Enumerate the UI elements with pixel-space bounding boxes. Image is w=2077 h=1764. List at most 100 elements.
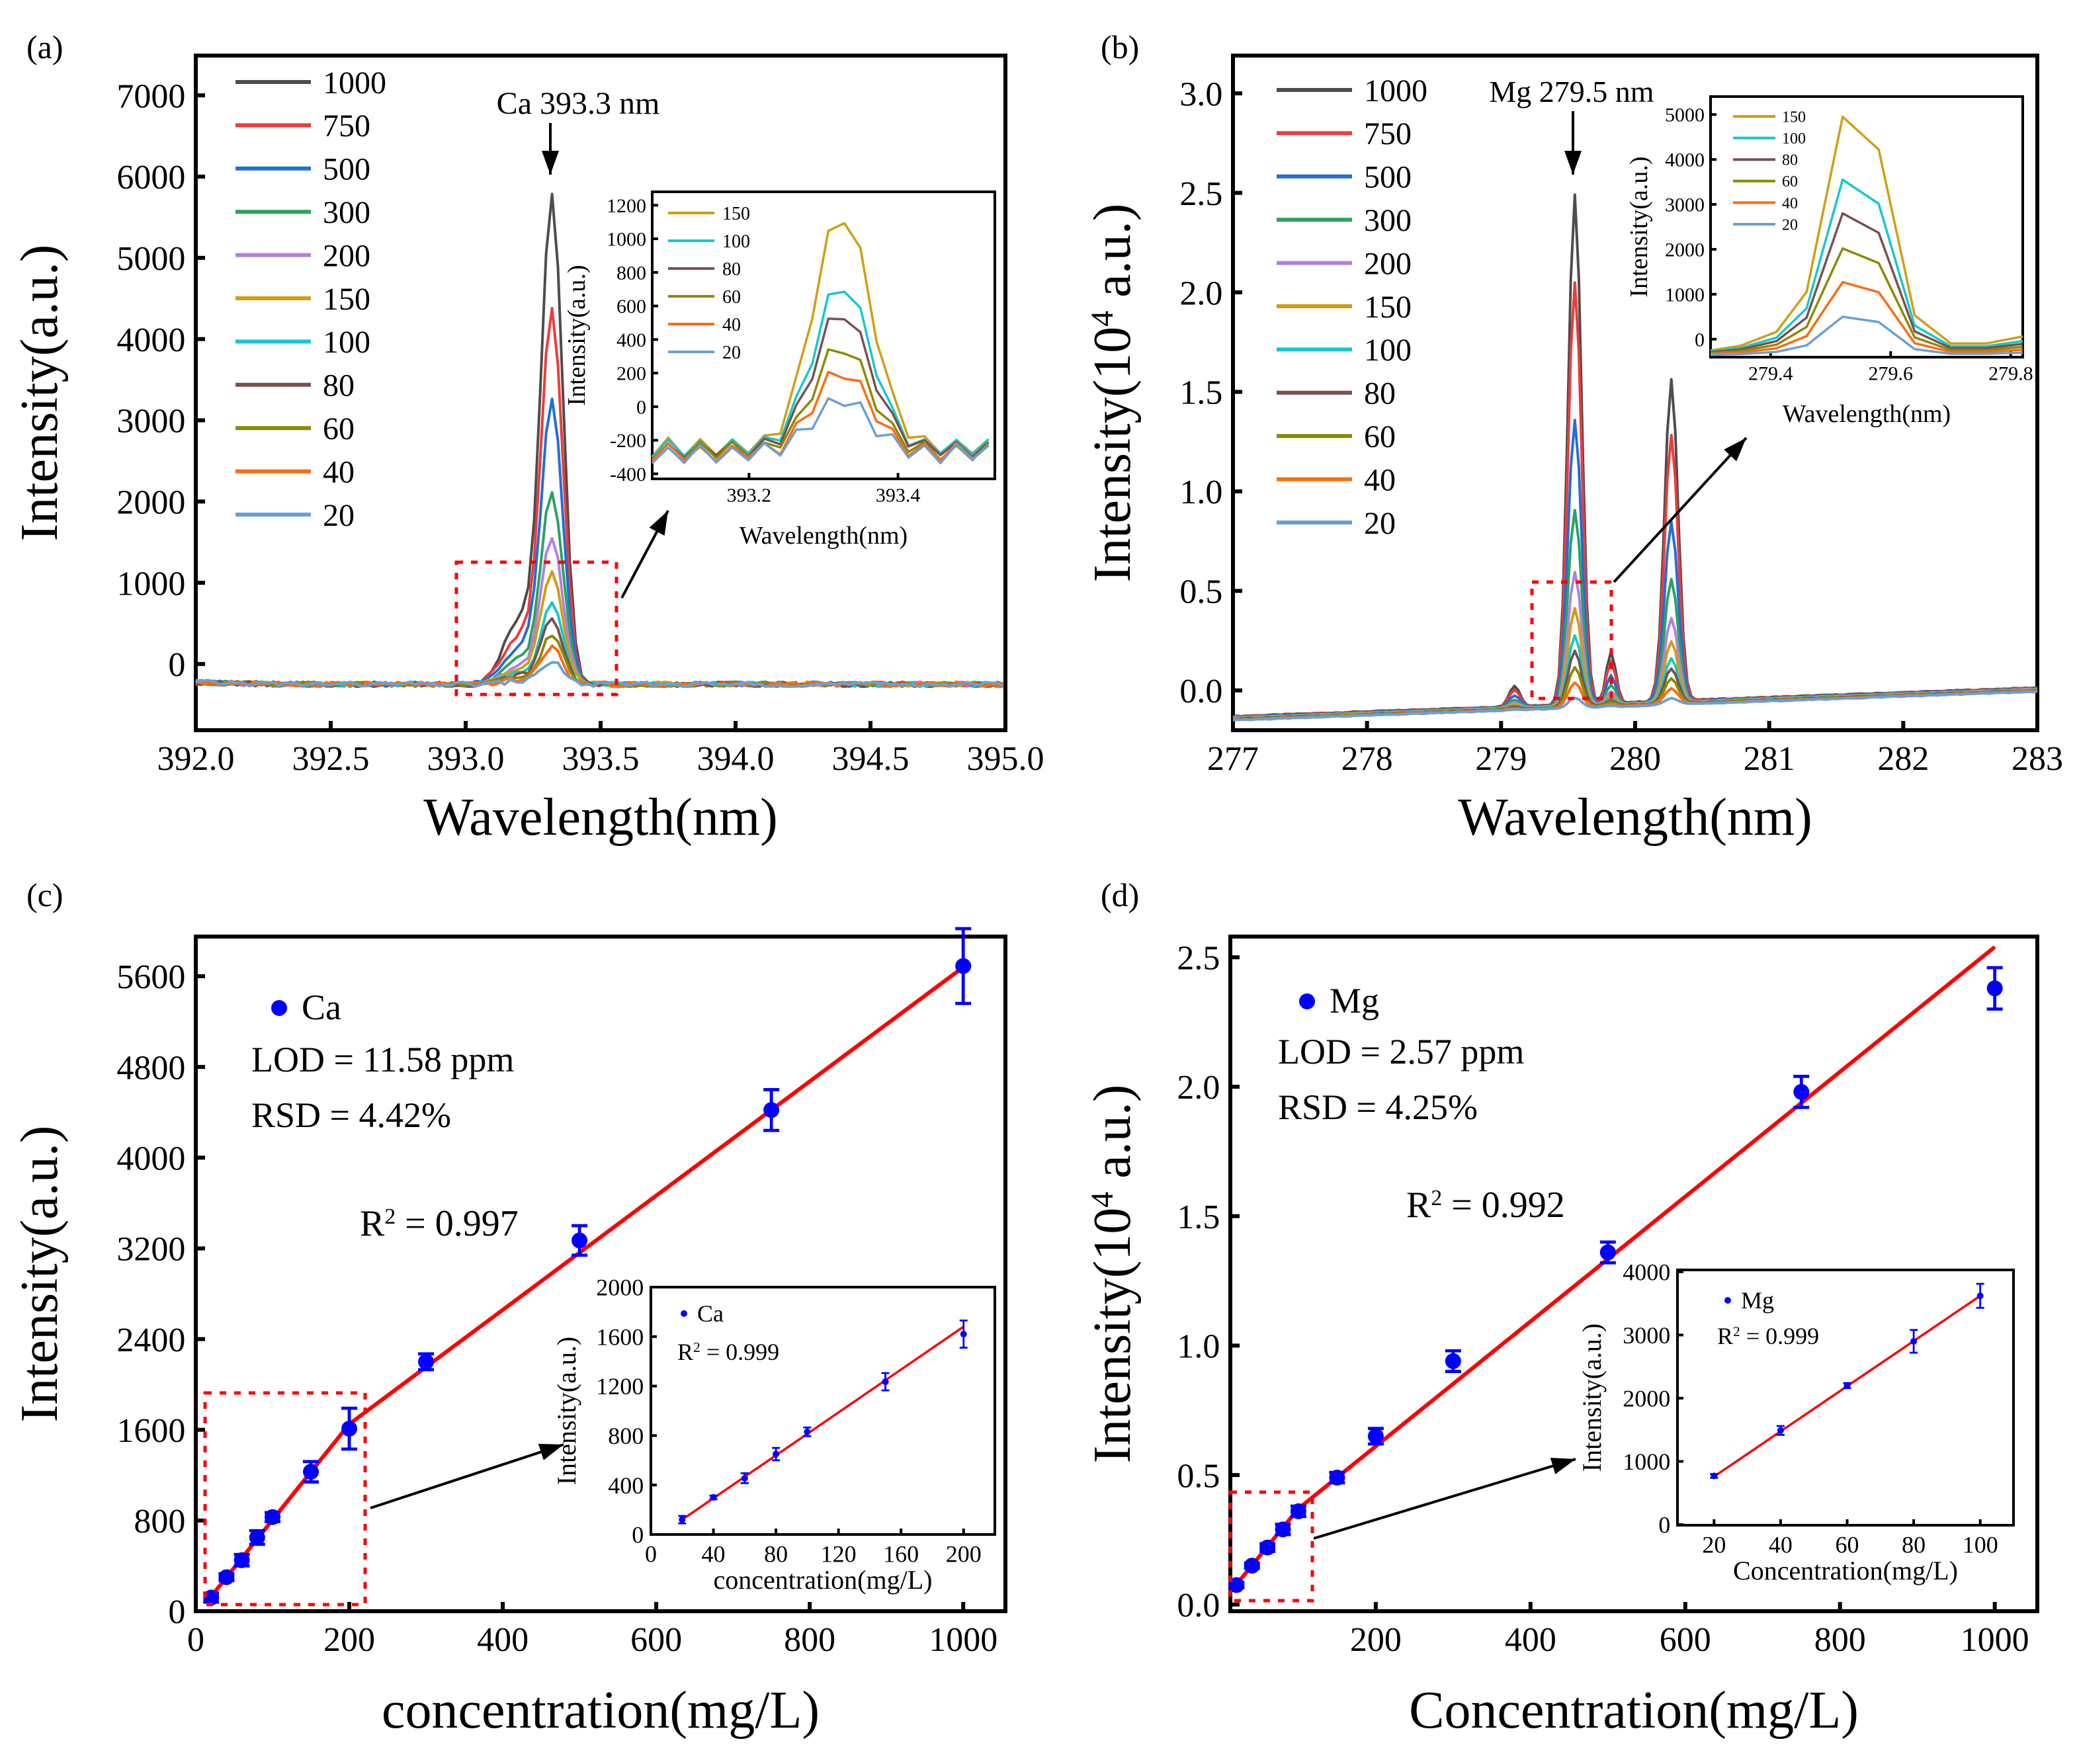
inset-y-tick-label: 1200 xyxy=(607,195,646,217)
spectrum-line-20 xyxy=(1232,690,2038,722)
inset-legend-label: Ca xyxy=(697,1300,724,1327)
data-point xyxy=(1228,1577,1245,1593)
data-point xyxy=(1445,1353,1461,1369)
x-axis-label: Wavelength(nm) xyxy=(423,788,778,847)
y-axis-label-part: 4 xyxy=(1085,311,1120,327)
y-axis-label-part: 4 xyxy=(1085,1192,1120,1208)
inset-spectrum-line-40 xyxy=(1710,280,2023,355)
inset-r-squared-text-part: 2 xyxy=(1733,1323,1740,1339)
data-point xyxy=(303,1464,319,1480)
inset-x-tick-label: 20 xyxy=(1702,1531,1726,1558)
y-tick-label: 0.0 xyxy=(1179,673,1222,710)
inset-y-axis-label: Intensity(a.u.) xyxy=(1625,156,1653,297)
inset-data-point xyxy=(773,1450,780,1458)
legend-label: 1000 xyxy=(1364,73,1427,108)
inset-y-tick-label: 0 xyxy=(1658,1512,1670,1538)
inset-r-squared-text: R2 = 0.999 xyxy=(677,1339,779,1365)
spectrum-line-200 xyxy=(195,536,1003,689)
inset-data-point xyxy=(1976,1292,1984,1300)
y-tick-label: 0.5 xyxy=(1177,1457,1220,1495)
inset-x-axis-label: Wavelength(nm) xyxy=(1783,400,1951,428)
y-tick-label: 800 xyxy=(134,1503,185,1540)
y-tick-label: 1.5 xyxy=(1179,374,1222,412)
inset-spectrum-line-150 xyxy=(1710,115,2023,352)
spectrum-line-80 xyxy=(195,617,1004,689)
data-point xyxy=(572,1232,588,1249)
r-squared-text: R2 = 0.997 xyxy=(360,1203,519,1244)
inset-y-axis-label: Intensity(a.u.) xyxy=(563,265,591,405)
inset-y-tick-label: 0 xyxy=(632,1522,644,1548)
zoom-arrow-head xyxy=(1550,1457,1576,1474)
data-point xyxy=(763,1102,780,1118)
y-tick-label: 2400 xyxy=(116,1322,185,1359)
inset-y-tick-label: 1000 xyxy=(1623,1449,1670,1475)
inset-x-axis-label: concentration(mg/L) xyxy=(714,1565,933,1595)
legend-label: 100 xyxy=(323,325,370,360)
y-axis-label: Intensity(104 a.u.) xyxy=(1083,204,1142,583)
panel-label: (d) xyxy=(1101,876,1139,913)
x-tick-label: 278 xyxy=(1341,740,1393,778)
inset-x-tick-label: 279.4 xyxy=(1748,363,1793,385)
zoom-region-box xyxy=(1228,1490,1314,1603)
legend-label: 200 xyxy=(323,238,370,273)
y-tick-label: 4000 xyxy=(116,1140,185,1177)
inset-spectrum-line-60 xyxy=(651,348,990,462)
inset-x-tick-label: 0 xyxy=(645,1540,657,1567)
legend-label: 80 xyxy=(1364,376,1396,411)
data-point xyxy=(341,1421,358,1437)
inset-r-squared-text-part: 2 xyxy=(693,1339,700,1355)
inset-y-tick-label: -400 xyxy=(610,464,646,485)
lod-text: LOD = 11.58 ppm xyxy=(251,1040,514,1079)
r-squared-text-part: = 0.997 xyxy=(396,1203,519,1244)
y-tick-label: 0 xyxy=(168,646,185,684)
x-tick-label: 600 xyxy=(630,1621,682,1659)
peak-annotation: Mg 279.5 nm xyxy=(1489,75,1654,108)
legend-label: 300 xyxy=(323,195,370,230)
legend-label: 20 xyxy=(1364,506,1396,541)
panel-a-ca-spectra: (a) 392.0 392.5 393.0 393.5 394.0 394.5 395.0 0 1… xyxy=(11,28,1044,847)
inset-spectrum-line-80 xyxy=(651,317,990,460)
x-tick-label: 400 xyxy=(1505,1621,1556,1659)
inset-legend-label: 80 xyxy=(722,259,741,280)
spectrum-line-500 xyxy=(1232,419,2038,719)
x-tick-label: 400 xyxy=(477,1621,529,1659)
inset-legend-label: 20 xyxy=(722,343,741,363)
spectrum-line-40 xyxy=(195,644,1004,689)
y-tick-label: 3000 xyxy=(116,403,185,441)
inset-x-tick-label: 279.8 xyxy=(1988,363,2033,385)
x-tick-label: 200 xyxy=(323,1621,375,1659)
x-tick-label: 395.0 xyxy=(967,740,1044,778)
inset-y-tick-label: 3000 xyxy=(1665,194,1705,216)
zoom-arrow-shaft xyxy=(1313,1458,1576,1540)
zoom-arrow-head xyxy=(1724,438,1746,462)
inset-y-tick-label: 400 xyxy=(608,1472,644,1499)
inset-data-point xyxy=(1777,1427,1784,1434)
inset-y-tick-label: 0 xyxy=(1695,329,1705,351)
y-tick-label: 0.5 xyxy=(1179,573,1222,611)
inset-legend-marker xyxy=(681,1310,687,1317)
y-tick-label: 4800 xyxy=(116,1049,185,1087)
inset-spectrum-line-100 xyxy=(1710,178,2023,353)
spectrum-line-100 xyxy=(195,601,1003,689)
spectrum-line-60 xyxy=(195,634,1003,689)
y-tick-label: 0 xyxy=(168,1593,185,1631)
inset-y-tick-label: 1000 xyxy=(607,229,646,251)
x-tick-label: 394.0 xyxy=(697,740,775,778)
inset-x-tick-label: 279.6 xyxy=(1869,363,1914,385)
inset-data-point xyxy=(679,1516,686,1523)
panel-label: (b) xyxy=(1101,28,1139,65)
inset-legend-label: 40 xyxy=(722,315,741,335)
inset-y-tick-label: 1200 xyxy=(596,1373,644,1400)
inset-x-axis-label: Wavelength(nm) xyxy=(740,522,908,550)
inset-data-point xyxy=(804,1428,811,1435)
legend-label: 80 xyxy=(323,368,355,403)
y-tick-label: 1.0 xyxy=(1179,474,1222,511)
x-tick-label: 1000 xyxy=(1961,1621,2029,1659)
rsd-text: RSD = 4.25% xyxy=(1278,1087,1478,1127)
inset-legend-label: 80 xyxy=(1782,152,1798,169)
legend-label: 150 xyxy=(1364,290,1412,325)
r-squared-text-part: 2 xyxy=(384,1204,396,1229)
data-point xyxy=(1290,1503,1306,1519)
inset-x-axis-label: Concentration(mg/L) xyxy=(1733,1556,1958,1585)
